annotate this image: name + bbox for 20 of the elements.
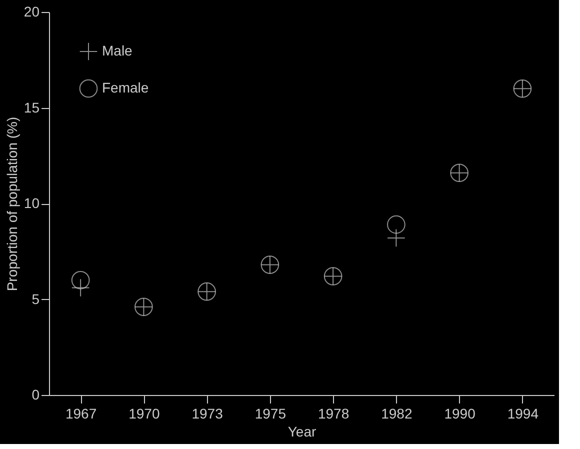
legend-label: Male (102, 42, 133, 58)
y-tick-label: 0 (32, 386, 40, 402)
x-tick-label: 1975 (254, 406, 286, 422)
x-tick-label: 1970 (128, 406, 160, 422)
y-tick-label: 5 (32, 290, 40, 307)
legend-label: Female (102, 80, 149, 96)
point (71, 278, 90, 297)
y-tick-label: 15 (24, 99, 40, 116)
x-tick-label: 1982 (381, 406, 412, 422)
x-tick-label: 1973 (192, 406, 224, 422)
point (387, 215, 406, 234)
point (71, 270, 90, 290)
x-tick-label: 1967 (65, 406, 97, 422)
x-tick-label: 1990 (444, 406, 476, 422)
y-tick-label: 20 (24, 4, 40, 20)
x-axis-title: Year (288, 424, 316, 440)
y-tick-label: 10 (24, 195, 40, 211)
x-tick-label: 1978 (318, 406, 350, 422)
y-axis-title: Proportion of population (%) (4, 116, 20, 292)
x-tick-label: 1994 (507, 406, 539, 422)
